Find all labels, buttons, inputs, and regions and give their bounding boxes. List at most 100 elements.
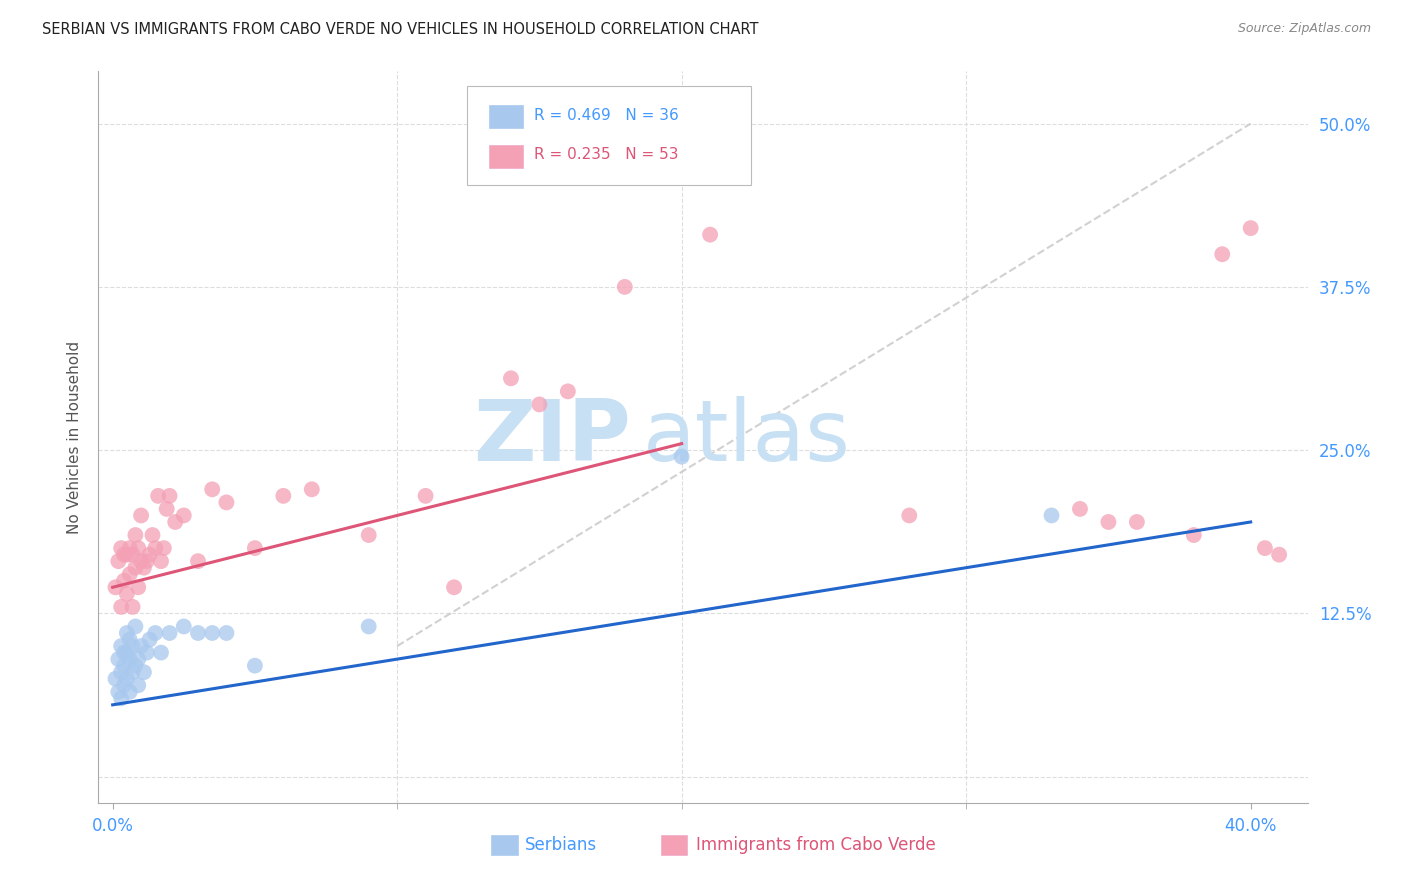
FancyBboxPatch shape bbox=[489, 105, 523, 128]
Text: SERBIAN VS IMMIGRANTS FROM CABO VERDE NO VEHICLES IN HOUSEHOLD CORRELATION CHART: SERBIAN VS IMMIGRANTS FROM CABO VERDE NO… bbox=[42, 22, 759, 37]
Point bbox=[127, 678, 149, 692]
Point bbox=[159, 489, 181, 503]
Point bbox=[115, 626, 138, 640]
Point bbox=[671, 450, 693, 464]
Point bbox=[132, 665, 155, 680]
Point bbox=[118, 685, 141, 699]
Point bbox=[118, 541, 141, 555]
Point bbox=[121, 639, 143, 653]
FancyBboxPatch shape bbox=[467, 86, 751, 185]
Point bbox=[357, 619, 380, 633]
Point bbox=[124, 528, 146, 542]
Point bbox=[118, 567, 141, 582]
Point bbox=[529, 397, 551, 411]
Point bbox=[115, 548, 138, 562]
Point bbox=[215, 626, 238, 640]
Point bbox=[173, 508, 195, 523]
Point bbox=[112, 574, 135, 588]
Point bbox=[135, 646, 157, 660]
Point bbox=[173, 619, 195, 633]
Point bbox=[135, 554, 157, 568]
Point bbox=[156, 502, 179, 516]
Text: ZIP: ZIP bbox=[472, 395, 630, 479]
Point bbox=[118, 632, 141, 647]
Point bbox=[110, 541, 132, 555]
Point bbox=[153, 541, 176, 555]
Point bbox=[107, 554, 129, 568]
Text: Immigrants from Cabo Verde: Immigrants from Cabo Verde bbox=[696, 836, 935, 855]
Point bbox=[124, 619, 146, 633]
Text: Source: ZipAtlas.com: Source: ZipAtlas.com bbox=[1237, 22, 1371, 36]
Point bbox=[141, 528, 163, 542]
Point bbox=[159, 626, 181, 640]
Point bbox=[1040, 508, 1063, 523]
Point bbox=[129, 508, 152, 523]
Point bbox=[215, 495, 238, 509]
Point bbox=[357, 528, 380, 542]
Point bbox=[1126, 515, 1149, 529]
Point bbox=[107, 652, 129, 666]
Point bbox=[110, 639, 132, 653]
Point bbox=[121, 548, 143, 562]
Point bbox=[115, 646, 138, 660]
Point bbox=[150, 646, 173, 660]
Point bbox=[115, 587, 138, 601]
Point bbox=[243, 541, 266, 555]
Point bbox=[1268, 548, 1291, 562]
Point bbox=[187, 626, 209, 640]
Point bbox=[1211, 247, 1233, 261]
Point bbox=[104, 672, 127, 686]
Point bbox=[146, 489, 169, 503]
Point bbox=[613, 280, 636, 294]
Point bbox=[127, 580, 149, 594]
Point bbox=[443, 580, 465, 594]
Point bbox=[1069, 502, 1091, 516]
Point bbox=[121, 665, 143, 680]
Point bbox=[165, 515, 187, 529]
FancyBboxPatch shape bbox=[661, 835, 688, 855]
Point bbox=[107, 685, 129, 699]
Point bbox=[118, 652, 141, 666]
FancyBboxPatch shape bbox=[492, 835, 517, 855]
Point bbox=[129, 639, 152, 653]
Point bbox=[898, 508, 921, 523]
Text: R = 0.469   N = 36: R = 0.469 N = 36 bbox=[534, 108, 679, 123]
Point bbox=[499, 371, 522, 385]
Point bbox=[110, 691, 132, 706]
Point bbox=[127, 652, 149, 666]
Point bbox=[301, 483, 323, 497]
Point bbox=[112, 678, 135, 692]
Point bbox=[143, 541, 166, 555]
Point bbox=[143, 626, 166, 640]
Point bbox=[1182, 528, 1205, 542]
Point bbox=[132, 560, 155, 574]
Point bbox=[243, 658, 266, 673]
Point bbox=[557, 384, 579, 399]
Point bbox=[201, 626, 224, 640]
Point bbox=[138, 548, 160, 562]
Point bbox=[110, 599, 132, 614]
Point bbox=[104, 580, 127, 594]
Point bbox=[112, 548, 135, 562]
Point bbox=[1254, 541, 1277, 555]
Point bbox=[699, 227, 721, 242]
FancyBboxPatch shape bbox=[489, 145, 523, 168]
Point bbox=[124, 560, 146, 574]
Point bbox=[121, 599, 143, 614]
Point bbox=[127, 541, 149, 555]
Point bbox=[1240, 221, 1263, 235]
Y-axis label: No Vehicles in Household: No Vehicles in Household bbox=[67, 341, 83, 533]
Point bbox=[150, 554, 173, 568]
Point bbox=[124, 658, 146, 673]
Point bbox=[112, 646, 135, 660]
Point bbox=[110, 665, 132, 680]
Point bbox=[115, 672, 138, 686]
Text: atlas: atlas bbox=[643, 395, 851, 479]
Point bbox=[201, 483, 224, 497]
Point bbox=[129, 554, 152, 568]
Text: Serbians: Serbians bbox=[526, 836, 598, 855]
Point bbox=[1097, 515, 1119, 529]
Point bbox=[112, 658, 135, 673]
Point bbox=[138, 632, 160, 647]
Point bbox=[187, 554, 209, 568]
